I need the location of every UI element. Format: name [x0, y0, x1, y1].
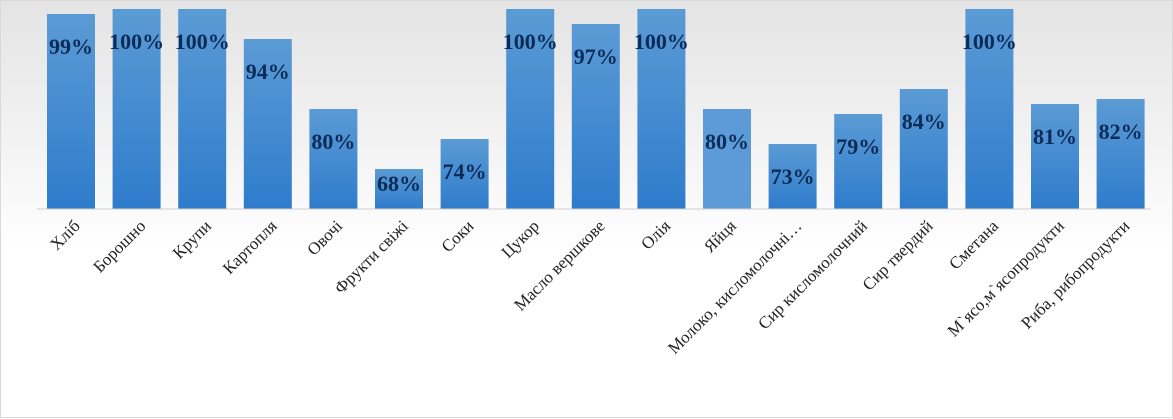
value-label-12: 73% [771, 164, 815, 189]
category-label-8: Цукор [498, 216, 543, 261]
category-label-13: Сир кисломолочний [754, 216, 871, 333]
value-label-10: 100% [634, 29, 689, 54]
bar-16 [1031, 104, 1079, 209]
bar-11 [703, 109, 751, 209]
bar-10 [637, 9, 686, 209]
value-label-17: 82% [1099, 119, 1143, 144]
bar-5 [309, 109, 358, 209]
bar-6 [375, 169, 423, 209]
category-label-11: Яйця [700, 216, 740, 256]
category-label-5: Овочі [303, 216, 346, 259]
value-label-15: 100% [962, 29, 1017, 54]
category-label-10: Олія [637, 216, 674, 253]
bar-4 [243, 39, 292, 209]
category-label-12: Молоко, кисломолочні… [664, 216, 805, 357]
value-label-3: 100% [175, 29, 230, 54]
category-label-2: Борошно [89, 216, 149, 276]
category-label-4: Картопля [219, 216, 281, 278]
category-label-1: Хліб [46, 216, 84, 254]
bar-2 [112, 9, 161, 209]
category-label-3: Крупи [169, 216, 215, 262]
value-label-13: 79% [836, 134, 880, 159]
value-label-7: 74% [443, 159, 487, 184]
bar-1 [47, 14, 95, 209]
category-label-16: М`ясо,м`ясопродукти [944, 216, 1068, 340]
value-label-14: 84% [902, 109, 946, 134]
category-label-7: Соки [438, 216, 478, 256]
category-label-17: Риба, рибопродукти [1017, 216, 1133, 332]
category-label-14: Сир твердий [859, 216, 937, 294]
bar-3 [178, 9, 227, 209]
value-label-16: 81% [1033, 124, 1077, 149]
value-label-2: 100% [109, 29, 164, 54]
value-label-4: 94% [246, 59, 290, 84]
bar-17 [1096, 99, 1145, 209]
value-label-9: 97% [574, 44, 618, 69]
value-label-6: 68% [377, 171, 421, 196]
bar-14 [899, 89, 948, 209]
bar-8 [506, 9, 555, 209]
bar-15 [965, 9, 1014, 209]
bars-layer [47, 9, 1145, 209]
bar-7 [440, 139, 489, 209]
bar-13 [834, 114, 883, 209]
value-label-11: 80% [705, 129, 749, 154]
category-label-15: Сметана [945, 216, 1002, 273]
bar-12 [768, 144, 817, 209]
value-labels-layer: 99% 100% 100% 94% 80% 68% 74% 100% 97% 100% 80% 73%… [49, 29, 1143, 196]
bar-9 [571, 24, 620, 209]
value-label-1: 99% [49, 34, 93, 59]
value-label-8: 100% [503, 29, 558, 54]
value-label-5: 80% [311, 129, 355, 154]
